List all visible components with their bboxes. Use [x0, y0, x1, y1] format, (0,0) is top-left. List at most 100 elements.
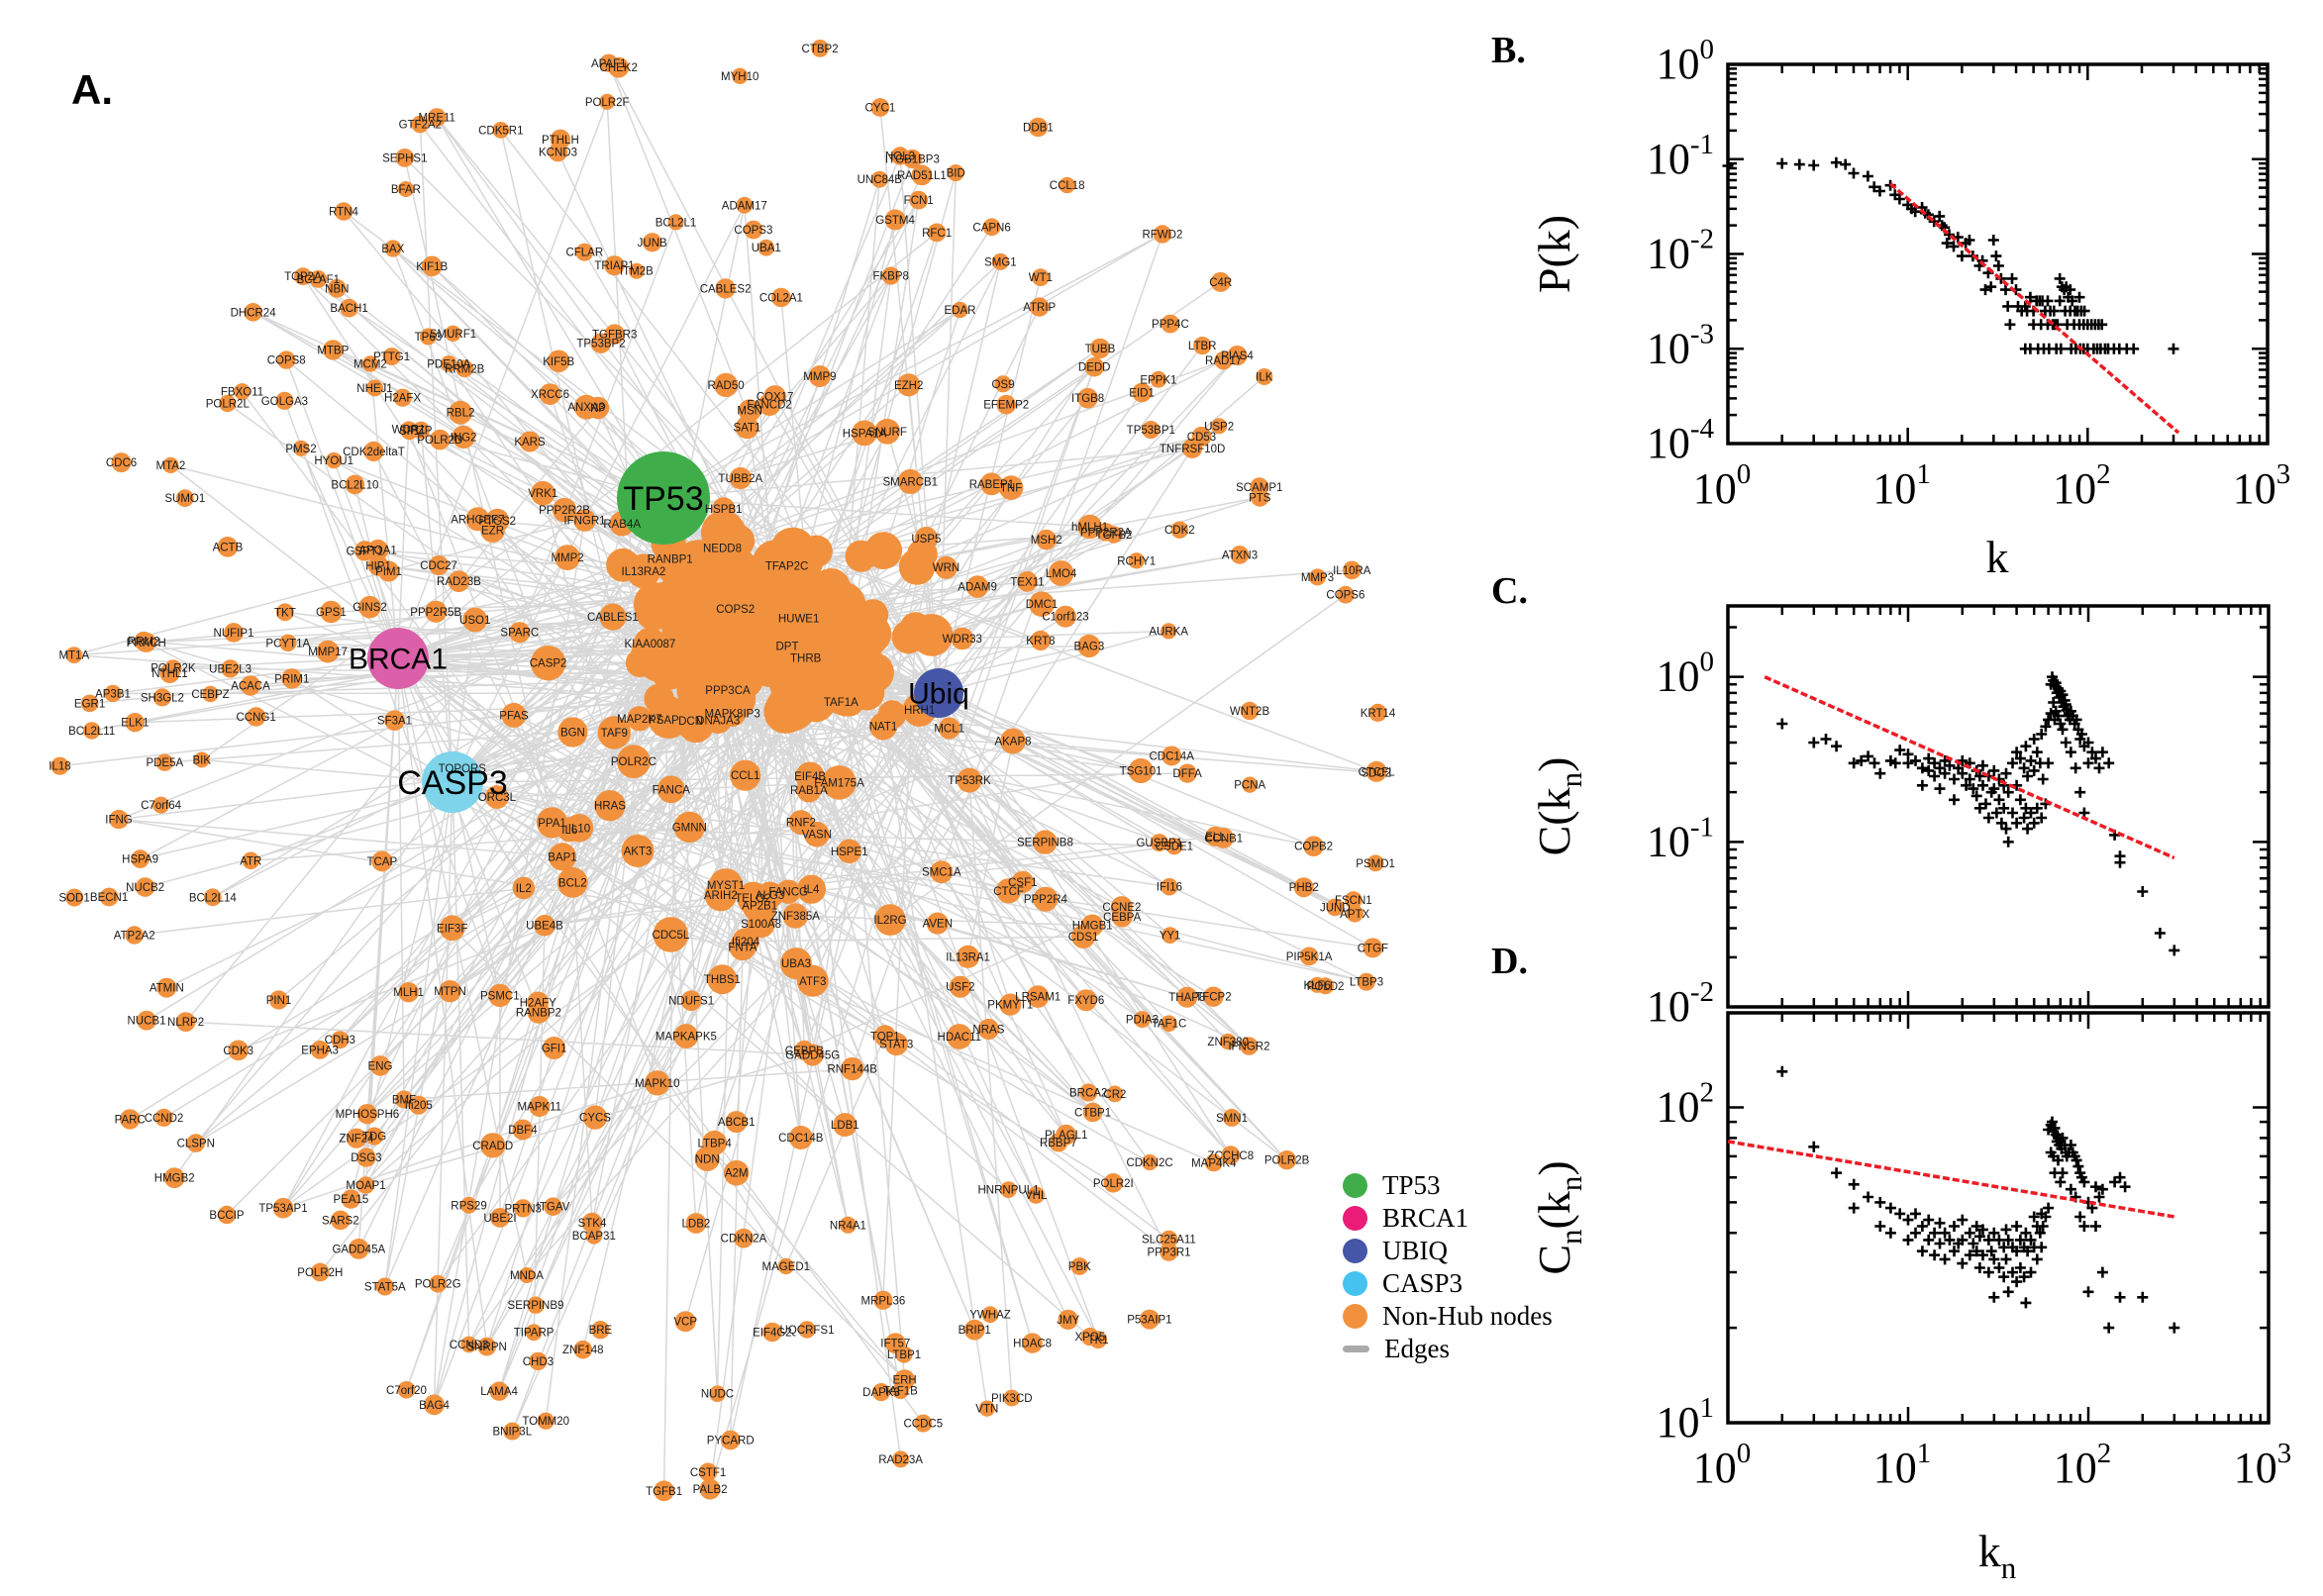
- network-node: [852, 420, 877, 447]
- network-node: [1299, 947, 1319, 966]
- network-node-label: NUFIP1: [214, 628, 254, 640]
- network-node-label: ENG: [368, 1060, 393, 1072]
- network-node-label: MLH1: [393, 987, 424, 999]
- network-node: [477, 1337, 497, 1356]
- network-node-label: YY1: [1160, 931, 1181, 943]
- network-node-label: ABCB1: [718, 1117, 756, 1129]
- network-node: [125, 713, 145, 733]
- network-node: [276, 603, 294, 622]
- network-node: [564, 814, 594, 843]
- network-node: [460, 1336, 477, 1353]
- network-node: [653, 917, 689, 952]
- network-node-label: RANBP1: [648, 553, 693, 565]
- network-node-label: BRE: [589, 1325, 613, 1337]
- network-node-label: CYCS: [579, 1113, 611, 1125]
- network-node-label: SF3A1: [377, 716, 412, 728]
- network-node: [1170, 521, 1189, 539]
- network-node-label: DFFA: [1172, 768, 1202, 780]
- network-node-label: NBN: [325, 283, 349, 295]
- network-node-label: PYCARD: [707, 1436, 755, 1447]
- network-node-label: UBE4B: [526, 921, 563, 933]
- network-node-label: KLF6: [1303, 980, 1331, 992]
- network-node-label: CABLES2: [700, 283, 752, 295]
- network-node: [654, 1480, 674, 1502]
- network-node-label: ITGB1BP3: [885, 154, 940, 166]
- network-node-label: DSG3: [351, 1152, 381, 1164]
- network-node: [911, 164, 933, 186]
- network-node-label: TOP2A: [284, 271, 322, 283]
- network-node: [480, 518, 505, 543]
- tick-label: 101: [1872, 458, 1931, 513]
- network-node-label: BCLAF1: [297, 274, 340, 286]
- network-node-label: C1orf123: [1042, 612, 1088, 624]
- network-node: [894, 1369, 915, 1390]
- network-node: [527, 991, 550, 1014]
- network-node-label: ARIH2: [704, 890, 738, 902]
- network-node: [111, 452, 132, 473]
- network-graph: MAGED1 CDC14A DHCR24 TP53RK KIAA0087 THAP8 CDC…: [49, 40, 1396, 1502]
- network-node-label: POLR2G: [415, 1279, 461, 1291]
- network-node-label: LTBP4: [697, 1138, 732, 1149]
- network-node: [480, 1133, 506, 1158]
- network-node: [530, 646, 566, 681]
- fit-line: [1727, 1140, 2175, 1219]
- network-node-label: FANCG: [768, 887, 808, 899]
- network-node-label: PSMD1: [1356, 858, 1395, 870]
- network-node: [1326, 898, 1345, 917]
- x-axis-title-D: kn: [1978, 1526, 2017, 1585]
- network-node-label: CABLES1: [587, 612, 639, 624]
- legend-row: BRCA1: [1343, 1202, 1553, 1235]
- network-node-label: RRM2B: [445, 363, 485, 375]
- network-node: [833, 619, 860, 647]
- network-node-label: FAM175A: [814, 777, 864, 789]
- network-node: [737, 881, 769, 915]
- network-node: [738, 399, 761, 423]
- tick-label: 10-4: [1647, 413, 1715, 467]
- network-node: [644, 683, 674, 714]
- network-node-label: WDR33: [943, 634, 982, 646]
- network-node: [99, 887, 119, 907]
- network-node: [1071, 925, 1096, 948]
- network-node-label: THBS1: [704, 974, 741, 986]
- network-node-label: MYST1: [707, 880, 745, 892]
- network-node-label: CDK2deltaT: [343, 447, 405, 458]
- network-node: [1344, 891, 1363, 909]
- network-node: [591, 1321, 610, 1340]
- network-node-label: TP63: [415, 332, 443, 344]
- network-node-label: USP2: [1204, 421, 1234, 433]
- network-node: [1165, 838, 1183, 855]
- network-node: [926, 912, 949, 935]
- network-node-label: PTTG1: [373, 351, 410, 363]
- network-node: [599, 53, 618, 72]
- network-node-label: PPP2R5B: [410, 607, 461, 619]
- network-node-label: ATRIP: [1023, 302, 1056, 314]
- network-node: [175, 489, 194, 508]
- network-node: [1048, 560, 1074, 586]
- network-node-label: RABEP1: [969, 479, 1014, 491]
- network-node: [397, 181, 414, 197]
- network-node: [1032, 268, 1050, 287]
- network-node-label: VTN: [975, 1404, 998, 1416]
- network-node-label: GOLGA3: [261, 396, 308, 408]
- network-node-label: NDUFS1: [668, 996, 714, 1008]
- network-node: [244, 303, 262, 322]
- network-node-label: PRTN3: [504, 1203, 542, 1215]
- network-node: [525, 1324, 543, 1342]
- network-node-label: TFAP2C: [765, 560, 808, 572]
- network-node: [680, 990, 702, 1012]
- network-node: [1030, 297, 1050, 317]
- network-node: [1153, 225, 1172, 244]
- network-node-label: MAP4K4: [1191, 1157, 1237, 1169]
- plot-frame: [1726, 604, 2271, 1009]
- network-node: [794, 1040, 815, 1060]
- network-node-label: SERPINB8: [1017, 838, 1073, 849]
- network-node-label: RFC1: [922, 228, 952, 240]
- network-node: [219, 394, 237, 413]
- hub-node-label-ubiq: Ubiq: [908, 678, 969, 711]
- network-node-label: TSG101: [1120, 766, 1162, 778]
- network-node: [1230, 546, 1250, 564]
- network-node: [744, 581, 789, 628]
- network-node-label: XPO5: [1074, 1332, 1105, 1344]
- network-node: [203, 888, 222, 907]
- network-node: [1191, 426, 1212, 447]
